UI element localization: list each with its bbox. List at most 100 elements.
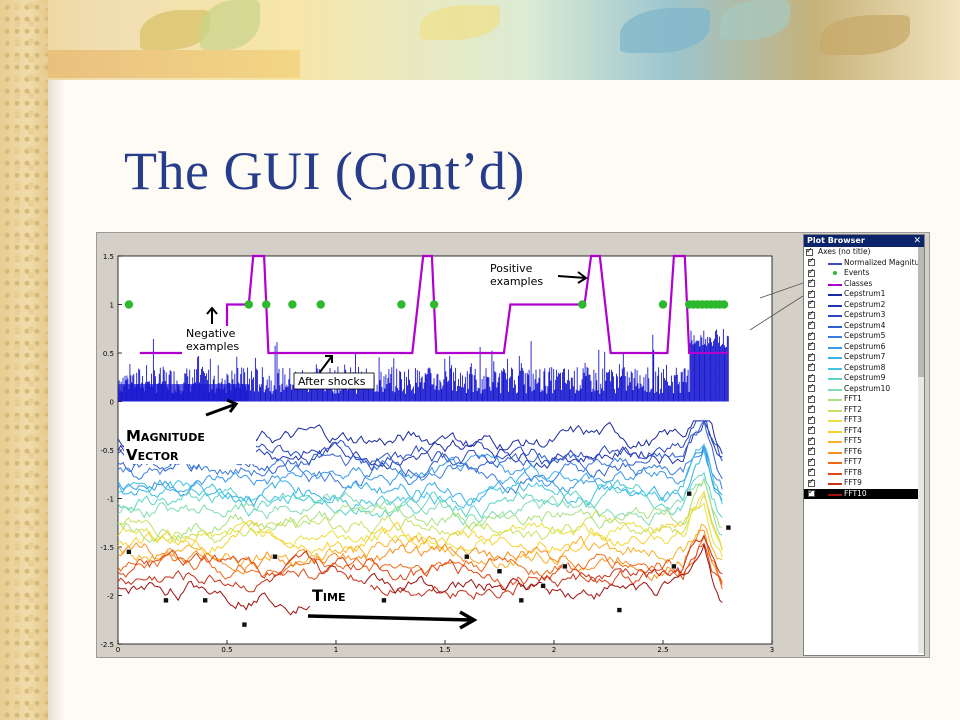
plot-browser-item[interactable]: Cepstrum9 xyxy=(804,373,924,384)
plot-browser-item[interactable]: Cepstrum4 xyxy=(804,321,924,332)
signal-trace-line xyxy=(117,494,723,551)
square-marker xyxy=(126,549,132,555)
annotation-text: Time xyxy=(312,586,345,605)
plot-browser-item[interactable]: FFT9 xyxy=(804,478,924,489)
scrollbar-thumb[interactable] xyxy=(918,247,924,377)
close-icon[interactable]: ✕ xyxy=(913,236,921,246)
plot-browser-item[interactable]: Cepstrum6 xyxy=(804,342,924,353)
visibility-checkbox[interactable] xyxy=(808,394,815,403)
plot-browser-item[interactable]: FFT8 xyxy=(804,468,924,479)
visibility-checkbox[interactable] xyxy=(808,415,815,424)
signal-trace-line xyxy=(117,490,723,555)
visibility-checkbox[interactable] xyxy=(808,279,815,288)
visibility-checkbox[interactable] xyxy=(808,268,815,277)
y-tick-label: 1.5 xyxy=(103,253,114,261)
arrow-icon xyxy=(319,355,333,373)
plot-browser-item[interactable]: Cepstrum7 xyxy=(804,352,924,363)
signal-trace-line xyxy=(117,479,723,544)
line-swatch-icon xyxy=(828,315,842,317)
plot-browser-item-label: FFT10 xyxy=(844,488,867,498)
visibility-checkbox[interactable] xyxy=(808,363,815,372)
visibility-checkbox[interactable] xyxy=(808,342,815,351)
plot-browser-item[interactable]: Classes xyxy=(804,279,924,290)
visibility-checkbox[interactable] xyxy=(808,426,815,435)
visibility-checkbox[interactable] xyxy=(808,331,815,340)
plot-browser-item-label: Cepstrum3 xyxy=(844,310,886,319)
plot-browser-titlebar[interactable]: Plot Browser ✕ xyxy=(804,235,924,247)
square-marker xyxy=(163,597,169,604)
line-swatch-icon xyxy=(828,336,842,338)
annotation-magnitude-vector: Magnitude Vector xyxy=(124,398,256,464)
parchment-border xyxy=(0,0,48,720)
signal-trace-line xyxy=(117,442,723,497)
visibility-checkbox[interactable] xyxy=(808,258,815,267)
visibility-checkbox[interactable] xyxy=(808,457,815,466)
visibility-checkbox[interactable] xyxy=(808,310,815,319)
visibility-checkbox[interactable] xyxy=(808,321,815,330)
annotation-after-shocks: After shocks xyxy=(293,355,375,390)
visibility-checkbox[interactable] xyxy=(806,247,813,256)
plot-browser-item[interactable]: FFT7 xyxy=(804,457,924,468)
square-marker xyxy=(272,553,278,560)
plot-browser-item[interactable]: FFT1 xyxy=(804,394,924,405)
square-marker xyxy=(671,563,677,570)
plot-browser-item[interactable]: Cepstrum1 xyxy=(804,289,924,300)
plot-browser-item-label: FFT6 xyxy=(844,446,862,456)
plot-browser-item[interactable]: FFT6 xyxy=(804,447,924,458)
y-tick-label: 0.5 xyxy=(103,350,114,358)
event-dot xyxy=(578,300,587,309)
plot-browser-item[interactable]: Cepstrum10 xyxy=(804,384,924,395)
visibility-checkbox[interactable] xyxy=(808,352,815,361)
plot-browser-item[interactable]: FFT10 xyxy=(804,488,924,499)
annotation-text: Vector xyxy=(126,446,179,464)
plot-browser-panel[interactable]: Plot Browser ✕ Axes (no title)Normalized… xyxy=(803,234,925,656)
event-dot xyxy=(316,300,325,309)
plot-browser-item[interactable]: Cepstrum5 xyxy=(804,331,924,342)
plot-browser-item[interactable]: Events xyxy=(804,268,924,279)
y-tick-label: -1 xyxy=(107,496,114,504)
visibility-checkbox[interactable] xyxy=(808,436,815,445)
visibility-checkbox[interactable] xyxy=(808,478,815,487)
plot-browser-item[interactable]: Normalized Magnitude xyxy=(804,258,924,269)
visibility-checkbox[interactable] xyxy=(808,447,815,456)
scrollbar[interactable] xyxy=(918,247,924,653)
normalized-magnitude-series xyxy=(118,329,729,402)
line-swatch-icon xyxy=(828,409,842,412)
plot-browser-item-label: Events xyxy=(844,268,870,277)
x-axis-ticks: 0 0.5 1 1.5 2 2.5 3 xyxy=(116,640,774,654)
visibility-checkbox[interactable] xyxy=(808,373,815,382)
visibility-checkbox[interactable] xyxy=(808,300,815,309)
signal-trace-line xyxy=(117,534,723,601)
visibility-checkbox[interactable] xyxy=(808,384,815,393)
visibility-checkbox[interactable] xyxy=(808,489,815,498)
plot-browser-item[interactable]: FFT3 xyxy=(804,415,924,426)
line-swatch-icon xyxy=(828,346,842,349)
line-swatch-icon xyxy=(828,283,842,286)
annotation-text: examples xyxy=(186,340,239,353)
visibility-checkbox[interactable] xyxy=(808,289,815,298)
square-marker xyxy=(381,597,387,604)
line-swatch-icon xyxy=(828,483,842,485)
leaf-decoration xyxy=(200,0,260,50)
line-swatch-icon xyxy=(828,325,842,328)
plot-browser-item[interactable]: FFT4 xyxy=(804,426,924,437)
plot-browser-item[interactable]: Cepstrum2 xyxy=(804,300,924,311)
plot-browser-item[interactable]: Cepstrum3 xyxy=(804,310,924,321)
plot-browser-item-label: FFT4 xyxy=(844,425,862,435)
slide-title: The GUI (Cont’d) xyxy=(124,141,525,201)
plot-browser-item[interactable]: FFT2 xyxy=(804,405,924,416)
event-dot xyxy=(288,300,297,309)
visibility-checkbox[interactable] xyxy=(808,405,815,414)
label-backdrop xyxy=(293,372,375,390)
annotation-negative-examples: Negative examples xyxy=(182,306,252,356)
plot-browser-item[interactable]: FFT5 xyxy=(804,436,924,447)
annotation-text: Negative xyxy=(186,327,236,340)
line-swatch-icon xyxy=(828,399,842,401)
line-swatch-icon xyxy=(828,451,842,454)
x-tick-label: 1 xyxy=(334,646,338,654)
plot-browser-item[interactable]: Cepstrum8 xyxy=(804,363,924,374)
plot-browser-item[interactable]: Axes (no title) xyxy=(804,247,924,258)
event-dot xyxy=(397,300,406,309)
visibility-checkbox[interactable] xyxy=(808,468,815,477)
plot-browser-item-label: Cepstrum2 xyxy=(844,299,886,309)
